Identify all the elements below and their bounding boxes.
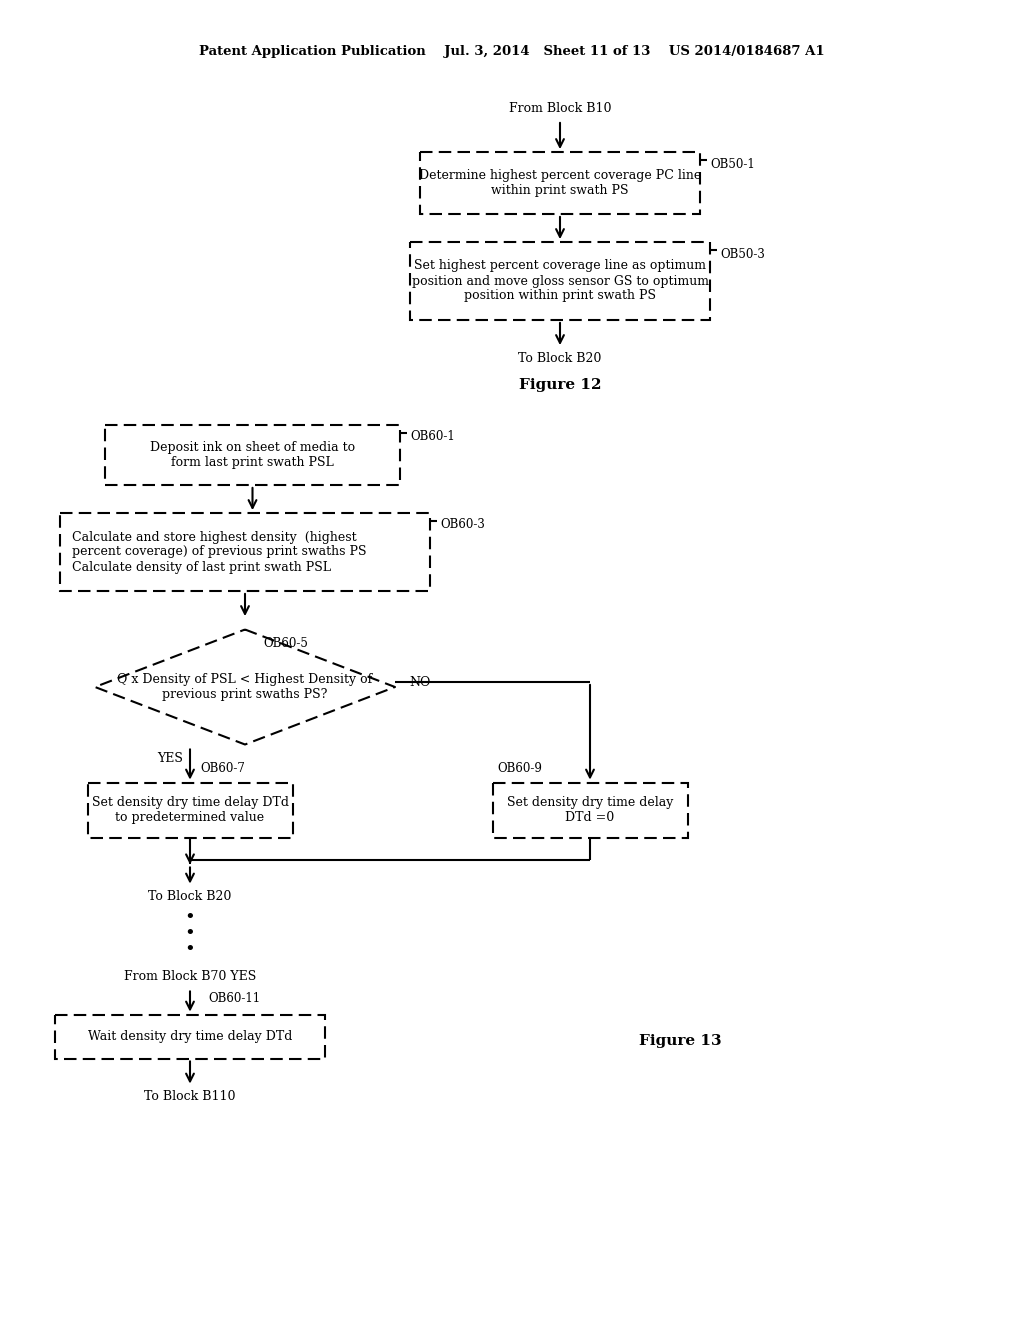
Text: NO: NO: [409, 676, 430, 689]
Text: OB60-11: OB60-11: [208, 993, 260, 1005]
Text: Q x Density of PSL < Highest Density of
previous print swaths PS?: Q x Density of PSL < Highest Density of …: [118, 673, 373, 701]
Text: Figure 12: Figure 12: [519, 378, 601, 392]
Text: Set density dry time delay DTd
to predetermined value: Set density dry time delay DTd to predet…: [91, 796, 289, 824]
Text: Figure 13: Figure 13: [639, 1035, 721, 1048]
FancyBboxPatch shape: [60, 513, 430, 591]
Text: •: •: [184, 909, 196, 928]
Text: Calculate and store highest density  (highest
percent coverage) of previous prin: Calculate and store highest density (hig…: [72, 531, 367, 573]
Text: OB50-1: OB50-1: [710, 157, 755, 170]
FancyBboxPatch shape: [55, 1015, 325, 1059]
Text: OB60-7: OB60-7: [200, 762, 245, 775]
Text: OB60-3: OB60-3: [440, 519, 485, 532]
Text: To Block B110: To Block B110: [144, 1090, 236, 1104]
Text: OB60-1: OB60-1: [410, 430, 455, 444]
Text: Set highest percent coverage line as optimum
position and move gloss sensor GS t: Set highest percent coverage line as opt…: [412, 260, 709, 302]
Text: Wait density dry time delay DTd: Wait density dry time delay DTd: [88, 1030, 292, 1043]
Text: OB60-9: OB60-9: [498, 762, 543, 775]
Text: Determine highest percent coverage PC line
within print swath PS: Determine highest percent coverage PC li…: [419, 169, 701, 197]
FancyBboxPatch shape: [105, 425, 400, 484]
Text: Patent Application Publication    Jul. 3, 2014   Sheet 11 of 13    US 2014/01846: Patent Application Publication Jul. 3, 2…: [200, 45, 824, 58]
FancyBboxPatch shape: [410, 242, 710, 319]
Text: From Block B70 YES: From Block B70 YES: [124, 970, 256, 983]
Text: •: •: [184, 941, 196, 960]
Text: From Block B10: From Block B10: [509, 102, 611, 115]
Text: To Block B20: To Block B20: [148, 890, 231, 903]
Text: Set density dry time delay
DTd =0: Set density dry time delay DTd =0: [507, 796, 673, 824]
Text: OB50-3: OB50-3: [720, 248, 765, 260]
Text: To Block B20: To Block B20: [518, 351, 602, 364]
FancyBboxPatch shape: [493, 783, 687, 837]
FancyBboxPatch shape: [87, 783, 293, 837]
Text: •: •: [184, 925, 196, 944]
Text: Deposit ink on sheet of media to
form last print swath PSL: Deposit ink on sheet of media to form la…: [150, 441, 355, 469]
Text: YES: YES: [157, 752, 183, 766]
FancyBboxPatch shape: [420, 152, 700, 214]
Text: OB60-5: OB60-5: [263, 638, 308, 649]
